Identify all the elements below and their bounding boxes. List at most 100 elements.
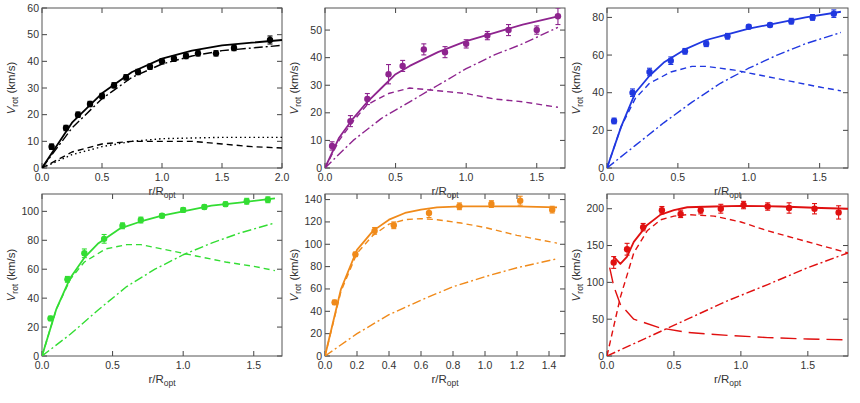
x-tick: [222, 8, 223, 13]
y-tick-label: 20: [310, 106, 322, 118]
y-tick-label: 20: [310, 327, 322, 339]
curve-solid: [325, 206, 557, 356]
x-tick: [819, 8, 820, 13]
y-tick: [42, 327, 47, 328]
x-tick: [453, 194, 454, 199]
curve-dotted: [42, 137, 282, 168]
x-tick-label: 2.0: [275, 171, 290, 183]
y-tick-label: 100: [21, 205, 39, 217]
y-axis-label: Vrot (km/s): [5, 61, 20, 114]
x-tick: [395, 8, 396, 13]
y-tick-label: 200: [586, 202, 604, 214]
y-tick-label: 50: [27, 28, 39, 40]
y-tick-label: 40: [310, 51, 322, 63]
y-tick-label: 120: [304, 215, 322, 227]
x-tick: [466, 8, 467, 13]
y-tick-label: 80: [310, 260, 322, 272]
x-tick: [807, 351, 808, 356]
y-tick-label: 80: [27, 234, 39, 246]
curve-solid: [42, 198, 275, 356]
curve-dashdot: [607, 32, 841, 168]
x-tick: [517, 351, 518, 356]
y-tick-label: 50: [310, 24, 322, 36]
x-tick: [421, 194, 422, 199]
y-tick: [42, 34, 47, 35]
y-axis-label: Vrot (km/s): [288, 61, 303, 114]
y-tick: [843, 282, 848, 283]
panel: 0.00.20.40.60.81.01.21.40204060801001201…: [288, 193, 565, 388]
curve-dashdot: [607, 253, 848, 356]
curve-dashdot: [42, 45, 282, 168]
x-tick-label: 1.0: [734, 359, 749, 371]
x-tick-label: 1.0: [478, 359, 493, 371]
y-tick-label: 0: [598, 162, 604, 174]
x-axis-label: r/Ropt: [431, 185, 459, 200]
x-tick: [466, 163, 467, 168]
curve-dashdot: [325, 27, 558, 168]
data-point: [385, 71, 391, 77]
x-axis-label: r/Ropt: [431, 373, 459, 388]
x-tick: [485, 351, 486, 356]
figure: 0.00.51.01.52.00102030405060r/RoptVrot (…: [0, 0, 860, 403]
data-point: [786, 205, 792, 211]
x-tick: [549, 351, 550, 356]
y-tick: [560, 57, 565, 58]
y-tick: [560, 85, 565, 86]
y-tick-label: 100: [304, 238, 322, 250]
x-axis-label: r/Ropt: [714, 373, 742, 388]
y-tick-label: 40: [27, 292, 39, 304]
y-tick: [560, 333, 565, 334]
x-tick-label: 1.5: [801, 359, 816, 371]
frame: [325, 194, 565, 356]
x-tick: [673, 351, 674, 356]
y-axis-label: Vrot (km/s): [570, 248, 585, 301]
error-bar: [427, 209, 432, 218]
data-point: [611, 118, 617, 124]
x-tick: [421, 351, 422, 356]
y-tick: [607, 319, 612, 320]
y-tick: [325, 266, 330, 267]
y-tick: [325, 85, 330, 86]
y-tick-label: 0: [598, 350, 604, 362]
x-tick: [677, 163, 678, 168]
plot-area: [607, 10, 841, 168]
y-tick-label: 20: [592, 124, 604, 136]
data-point: [534, 27, 540, 33]
x-tick-label: 0.5: [105, 359, 120, 371]
y-tick: [42, 114, 47, 115]
x-tick: [549, 194, 550, 199]
x-tick: [253, 351, 254, 356]
x-tick-label: 1.4: [542, 359, 557, 371]
y-tick-label: 0: [316, 350, 322, 362]
plot-area: [325, 196, 557, 356]
plot-area: [325, 8, 561, 168]
y-tick: [560, 266, 565, 267]
x-tick: [740, 351, 741, 356]
x-tick: [162, 8, 163, 13]
x-tick: [485, 194, 486, 199]
y-tick: [277, 269, 282, 270]
x-tick: [677, 8, 678, 13]
y-tick-label: 0: [33, 350, 39, 362]
y-tick: [560, 112, 565, 113]
y-tick: [560, 199, 565, 200]
x-tick: [357, 351, 358, 356]
y-tick: [325, 30, 330, 31]
error-bar: [787, 203, 792, 213]
y-tick: [843, 319, 848, 320]
curve-dashed: [607, 66, 841, 168]
x-tick-label: 0.5: [388, 171, 403, 183]
x-tick-label: 0.5: [95, 171, 110, 183]
y-tick-label: 60: [310, 282, 322, 294]
y-tick: [277, 211, 282, 212]
plot-area: [42, 36, 282, 168]
curve-solid: [325, 16, 558, 168]
y-tick: [42, 88, 47, 89]
data-point: [677, 211, 683, 217]
x-tick: [807, 194, 808, 199]
y-tick: [277, 327, 282, 328]
y-tick: [277, 298, 282, 299]
y-axis-label: Vrot (km/s): [288, 248, 303, 301]
data-point: [421, 46, 427, 52]
panel: 0.00.51.01.52.00102030405060r/RoptVrot (…: [5, 2, 289, 201]
